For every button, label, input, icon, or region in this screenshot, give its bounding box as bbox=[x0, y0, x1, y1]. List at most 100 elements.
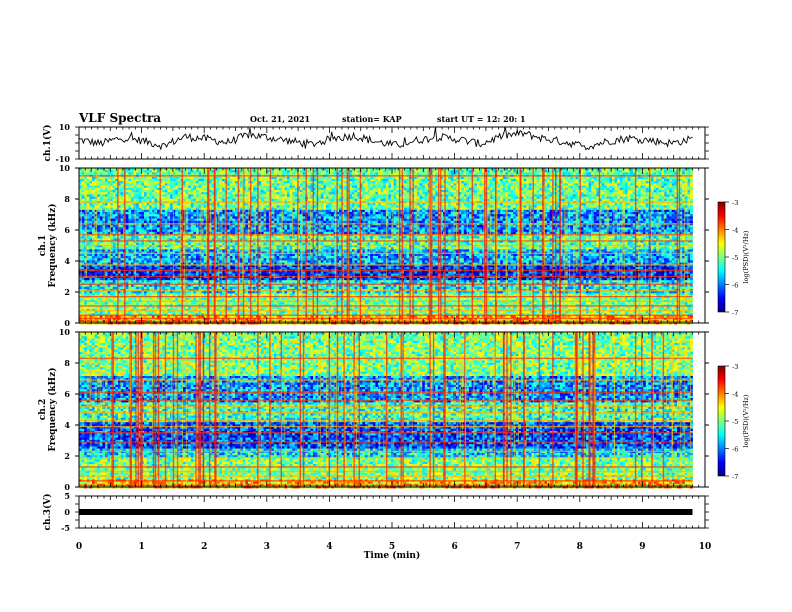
ch1-spectrogram-cell bbox=[253, 181, 256, 184]
ch1-spectrogram-cell bbox=[503, 179, 506, 182]
ch1-spectrogram-cell bbox=[97, 172, 100, 175]
ch1-spectrogram-cell bbox=[464, 192, 467, 195]
ch1-spectrogram-cell bbox=[628, 194, 631, 197]
ch1-spectrogram-cell bbox=[479, 186, 482, 189]
ch1-spectrogram-cell bbox=[586, 183, 589, 186]
ch1-spectrogram-cell bbox=[451, 203, 454, 206]
ch1-spectrogram-cell bbox=[162, 172, 165, 175]
ch1-spectrogram-cell bbox=[144, 186, 147, 189]
ch1-spectrogram-cell bbox=[539, 197, 542, 200]
ch1-spectrogram-cell bbox=[375, 210, 378, 213]
ch1-spectrogram-cell bbox=[173, 172, 176, 175]
ch1-spectrogram-cell bbox=[672, 183, 675, 186]
ch1-spectrogram-cell bbox=[466, 177, 469, 180]
ch1-spectrogram-cell bbox=[448, 183, 451, 186]
ch1-spectrogram-cell bbox=[474, 210, 477, 213]
ch1-spectrogram-cell bbox=[391, 190, 394, 193]
ch1-spectrogram-cell bbox=[537, 194, 540, 197]
ch1-spectrogram-cell bbox=[331, 190, 334, 193]
ch1-spectrogram-cell bbox=[331, 210, 334, 213]
ch1-spectrogram-cell bbox=[469, 194, 472, 197]
ch1-spectrogram-cell bbox=[604, 197, 607, 200]
ch1-spectrogram-cell bbox=[357, 190, 360, 193]
ch1-spectrogram-cell bbox=[628, 179, 631, 182]
ch1-spectrogram-cell bbox=[464, 188, 467, 191]
ch1-spectrogram-cell bbox=[646, 203, 649, 206]
ch1-spectrogram-cell bbox=[388, 172, 391, 175]
ch1-spectrogram-cell bbox=[534, 188, 537, 191]
ch1-spectrogram-cell bbox=[287, 212, 290, 215]
ch1-spectrogram-cell bbox=[474, 194, 477, 197]
ch1-spectrogram-cell bbox=[526, 212, 529, 215]
ch1-spectrogram-cell bbox=[113, 197, 116, 200]
ch1-spectrogram-cell bbox=[331, 203, 334, 206]
ch1-spectrogram-cell bbox=[321, 192, 324, 195]
ch1-spectrogram-cell bbox=[191, 205, 194, 208]
ch1-spectrogram-cell bbox=[121, 214, 124, 217]
ch1-spectrogram-cell bbox=[186, 190, 189, 193]
ch1-spectrogram-cell bbox=[425, 197, 428, 200]
ch1-spectrogram-cell bbox=[131, 190, 134, 193]
ch1-spectrogram-cell bbox=[149, 183, 152, 186]
ch1-spectrogram-cell bbox=[321, 194, 324, 197]
ch1-spectrogram-cell bbox=[625, 205, 628, 208]
ch1-spectrogram-cell bbox=[204, 197, 207, 200]
ch1-spectrogram-cell bbox=[685, 183, 688, 186]
ch1-spectrogram-cell bbox=[284, 197, 287, 200]
ch1-spectrogram-cell bbox=[383, 212, 386, 215]
ch1-spectrogram-cell bbox=[170, 177, 173, 180]
ch1-spectrogram-cell bbox=[391, 181, 394, 184]
ch1-spectrogram-cell bbox=[365, 172, 368, 175]
ch1-spectrogram-cell bbox=[141, 214, 144, 217]
ch1-spectrogram-cell bbox=[352, 181, 355, 184]
ch1-spectrogram-cell bbox=[87, 181, 90, 184]
ch1-spectrogram-cell bbox=[147, 205, 150, 208]
ch1-spectrogram-cell bbox=[394, 212, 397, 215]
ch1-spectrogram-cell bbox=[105, 212, 108, 215]
ch1-spectrogram-cell bbox=[329, 192, 332, 195]
ch1-spectrogram-cell bbox=[422, 210, 425, 213]
ch1-spectrogram-cell bbox=[186, 181, 189, 184]
ch1-spectrogram-cell bbox=[669, 170, 672, 173]
ch1-spectrogram-cell bbox=[303, 188, 306, 191]
ch1-spectrogram-cell bbox=[526, 203, 529, 206]
ch1-spectrogram-cell bbox=[630, 203, 633, 206]
ch1-spectrogram-cell bbox=[175, 188, 178, 191]
ch1-spectrogram-cell bbox=[667, 190, 670, 193]
ch1-spectrogram-cell bbox=[404, 177, 407, 180]
ch1-spectrogram-cell bbox=[433, 197, 436, 200]
ch1-spectrogram-cell bbox=[100, 205, 103, 208]
ch1-spectrogram-cell bbox=[154, 194, 157, 197]
ch1-spectrogram-cell bbox=[352, 179, 355, 182]
ch1-spectrogram-cell bbox=[422, 208, 425, 211]
ch1-spectrogram-cell bbox=[105, 205, 108, 208]
ch1-spectrogram-cell bbox=[264, 183, 267, 186]
ch1-spectrogram-cell bbox=[446, 194, 449, 197]
ch1-spectrogram-cell bbox=[690, 190, 693, 193]
ch1-spectrogram-cell bbox=[105, 181, 108, 184]
ch1-spectrogram-cell bbox=[433, 210, 436, 213]
ch1-spectrogram-cell bbox=[604, 183, 607, 186]
ch1-spectrogram-cell bbox=[178, 179, 181, 182]
ch1-spectrogram-cell bbox=[253, 192, 256, 195]
ch1-spectrogram-cell bbox=[261, 197, 264, 200]
ch1-spectrogram-cell bbox=[550, 179, 553, 182]
ch1-spectrogram-cell bbox=[661, 186, 664, 189]
ch1-spectrogram-cell bbox=[425, 208, 428, 211]
ch1-spectrogram-cell bbox=[435, 190, 438, 193]
ch1-spectrogram-cell bbox=[165, 177, 168, 180]
ch1-spectrogram-cell bbox=[667, 179, 670, 182]
ch1-spectrogram-cell bbox=[232, 203, 235, 206]
ch1-spectrogram-cell bbox=[279, 192, 282, 195]
ch1-spectrogram-cell bbox=[271, 170, 274, 173]
ch1-spectrogram-cell bbox=[290, 170, 293, 173]
ch1-spectrogram-cell bbox=[586, 192, 589, 195]
ch1-spectrogram-cell bbox=[404, 197, 407, 200]
ch1-spectrogram-cell bbox=[222, 172, 225, 175]
ch1-spectrogram-cell bbox=[609, 188, 612, 191]
ch1-spectrogram-cell bbox=[451, 208, 454, 211]
ch1-spectrogram-cell bbox=[576, 190, 579, 193]
ch1-spectrogram-cell bbox=[131, 214, 134, 217]
ch1-spectrogram-cell bbox=[381, 181, 384, 184]
ch1-spectrogram-cell bbox=[508, 197, 511, 200]
